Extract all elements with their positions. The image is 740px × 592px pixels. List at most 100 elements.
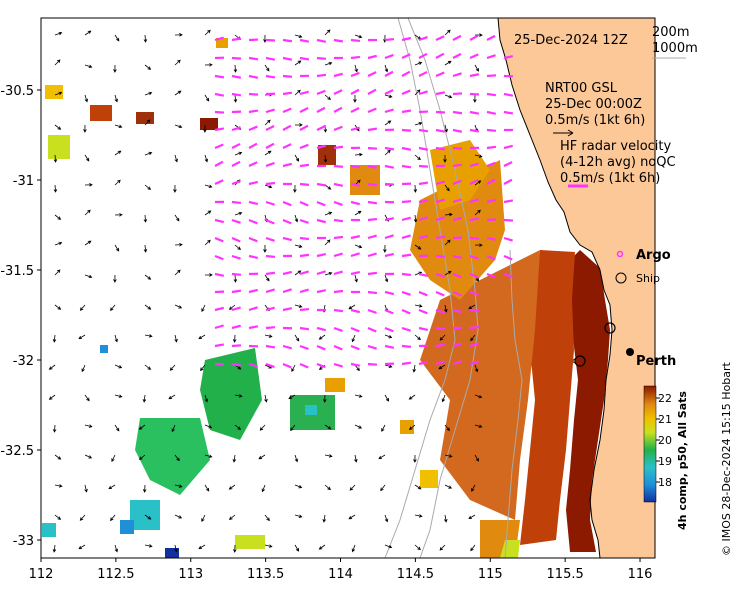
model-arrow xyxy=(143,34,148,43)
model-arrow xyxy=(351,334,356,343)
model-arrow xyxy=(233,64,238,73)
model-arrow xyxy=(114,244,120,252)
model-arrow xyxy=(290,424,296,432)
model-arrow xyxy=(168,394,176,400)
radar-arrow xyxy=(503,272,513,278)
model-scale-arrowhead xyxy=(567,129,574,137)
model-arrow xyxy=(84,154,90,162)
radar-arrow xyxy=(265,181,276,186)
model-arrow xyxy=(444,29,451,36)
radar-arrow xyxy=(316,270,326,276)
model-arrow xyxy=(444,304,448,313)
radar-arrow xyxy=(401,89,411,96)
radar-arrow xyxy=(367,54,378,60)
radar-arrow xyxy=(316,182,327,187)
model-arrow xyxy=(294,270,302,276)
model-arrow xyxy=(204,484,210,492)
radar-arrow xyxy=(418,360,429,366)
radar-arrow xyxy=(435,146,446,151)
model-arrow xyxy=(78,334,86,340)
radar-arrow xyxy=(333,289,344,294)
model-arrow xyxy=(264,394,268,403)
depth-label-200m: 200m xyxy=(652,25,689,40)
model-arrow xyxy=(228,484,236,490)
radar-arrow xyxy=(231,218,241,224)
model-arrow xyxy=(174,154,178,163)
radar-arrow xyxy=(299,124,309,131)
colorbar-title: 4h comp, p50, All Sats xyxy=(676,391,689,530)
radar-arrow xyxy=(435,91,446,96)
date-title: 25-Dec-2024 12Z xyxy=(514,33,628,48)
radar-arrow xyxy=(282,288,292,294)
model-arrow xyxy=(294,334,300,342)
model-arrow xyxy=(441,394,446,403)
model-arrow xyxy=(384,544,393,549)
model-arrow xyxy=(439,334,446,341)
radar-arrow xyxy=(418,216,428,222)
model-arrow xyxy=(54,214,62,220)
radar-arrow xyxy=(418,164,429,168)
radar-arrow xyxy=(401,290,411,296)
model-arrow xyxy=(294,514,303,518)
radar-arrow xyxy=(401,308,411,315)
radar-arrow xyxy=(248,325,259,330)
model-arrow xyxy=(81,364,86,373)
model-arrow xyxy=(414,244,422,250)
radar-arrow xyxy=(214,92,225,97)
radar-arrow xyxy=(503,92,514,97)
lon-tick-label: 115 xyxy=(478,567,503,582)
radar-arrow xyxy=(503,110,514,115)
radar-arrow xyxy=(316,218,327,224)
model-arrow xyxy=(474,209,481,216)
radar-arrow xyxy=(367,182,378,187)
model-arrow xyxy=(414,154,421,161)
radar-arrow xyxy=(265,161,275,168)
model-arrow xyxy=(84,183,93,187)
radar-arrow xyxy=(214,179,224,186)
radar-arrow xyxy=(503,55,514,60)
radar-arrow xyxy=(384,182,395,186)
radar-arrow xyxy=(384,53,394,60)
colorbar-tick-label: 19 xyxy=(658,455,672,468)
radar-arrow xyxy=(367,200,378,205)
model-arrow xyxy=(234,151,243,156)
model-arrow xyxy=(413,184,418,193)
radar-arrow xyxy=(367,127,378,132)
model-arrow xyxy=(414,304,423,308)
radar-arrow xyxy=(265,362,275,369)
radar-arrow xyxy=(248,254,259,259)
radar-arrow xyxy=(503,178,513,185)
radar-arrow xyxy=(401,146,412,151)
radar-arrow xyxy=(282,162,293,168)
model-arrow xyxy=(444,239,451,246)
radar-arrow xyxy=(384,70,394,77)
model-arrow xyxy=(54,124,62,130)
radar-arrow xyxy=(265,218,275,225)
model-arrow xyxy=(54,31,63,36)
radar-arrow xyxy=(401,253,412,258)
model-arrow xyxy=(323,394,327,403)
model-arrow xyxy=(203,124,207,133)
model-arrow xyxy=(443,154,447,163)
radar-label-1: HF radar velocity xyxy=(560,139,672,154)
model-arrow xyxy=(444,270,452,276)
radar-arrow xyxy=(486,128,497,132)
model-arrow xyxy=(264,150,272,156)
colorbar-tick-label: 21 xyxy=(658,413,672,426)
colorbar-tick-label: 18 xyxy=(658,476,672,489)
model-arrow xyxy=(414,61,423,66)
model-arrow xyxy=(444,212,453,217)
radar-arrow xyxy=(503,254,513,261)
radar-arrow xyxy=(367,252,377,258)
model-arrow xyxy=(414,544,421,551)
radar-arrow xyxy=(333,106,343,113)
radar-arrow xyxy=(299,236,310,241)
model-arrow xyxy=(444,514,448,523)
model-arrow xyxy=(173,184,177,193)
model-arrow xyxy=(444,484,453,489)
model-arrow xyxy=(84,240,92,246)
model-arrow xyxy=(294,60,302,66)
model-arrow xyxy=(83,124,87,133)
radar-arrow xyxy=(486,74,497,78)
radar-arrow xyxy=(435,308,445,314)
